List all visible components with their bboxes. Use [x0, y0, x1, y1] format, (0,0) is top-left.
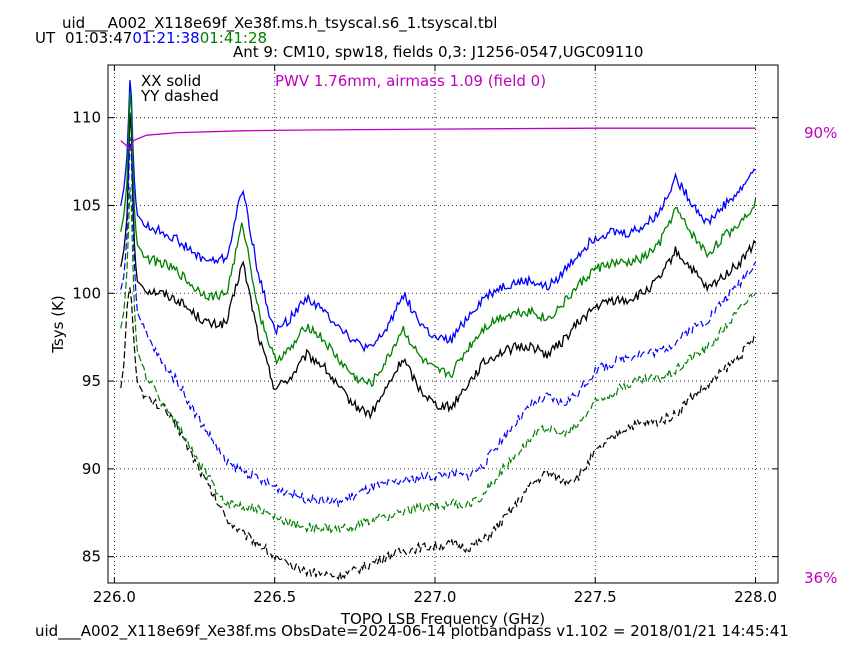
- chart-subtitle: Ant 9: CM10, spw18, fields 0,3: J1256-05…: [233, 43, 643, 61]
- plot-frame: [107, 64, 779, 584]
- series-yy-014128: [120, 186, 757, 534]
- y-tick-label: 90: [82, 460, 101, 478]
- y-axis-label: Tsys (K): [49, 295, 67, 354]
- x-tick-label: 226.0: [93, 588, 136, 606]
- ut-time-3: 01:41:28: [200, 29, 267, 47]
- series-yy-010347: [120, 287, 756, 582]
- grid: [108, 65, 778, 583]
- right-label-bottom: 36%: [804, 569, 837, 587]
- y-tick-label: 85: [82, 548, 101, 566]
- ticks: 226.0 226.5 227.0 227.5 228.0 85 90 95 100 105 110: [72, 65, 778, 606]
- series-group: [120, 80, 757, 582]
- x-tick-label: 227.5: [574, 588, 617, 606]
- ut-time-2: 01:21:38: [132, 29, 199, 47]
- ut-time-1: 01:03:47: [65, 29, 132, 47]
- x-axis-label: TOPO LSB Frequency (GHz): [340, 610, 545, 628]
- series-xx-014128: [120, 91, 757, 388]
- pwv-label: PWV 1.76mm, airmass 1.09 (field 0): [275, 72, 546, 90]
- series-xx-012138: [120, 80, 756, 353]
- y-tick-label: 110: [72, 109, 101, 127]
- ut-prefix: UT: [35, 29, 56, 47]
- y-tick-label: 100: [72, 284, 101, 302]
- x-tick-label: 227.0: [414, 588, 457, 606]
- legend-xx: XX solid: [141, 72, 201, 90]
- y-tick-label: 95: [82, 372, 101, 390]
- right-label-top: 90%: [804, 124, 837, 142]
- pwv-transmission-curve: [120, 127, 756, 151]
- x-tick-label: 226.5: [253, 588, 296, 606]
- series-xx-010347: [120, 112, 757, 420]
- y-tick-label: 105: [72, 196, 101, 214]
- legend-yy: YY dashed: [140, 87, 219, 105]
- x-tick-label: 228.0: [734, 588, 777, 606]
- svg-text:UT 01:03:4701:21:3801:41:2: UT 01:03:4701:21:3801:41:28: [35, 29, 267, 47]
- chart-title: uid___A002_X118e69f_Xe38f.ms.h_tsyscal.s…: [62, 14, 497, 33]
- footer-text: uid___A002_X118e69f_Xe38f.ms ObsDate=202…: [35, 622, 789, 641]
- series-yy-012138: [120, 137, 757, 507]
